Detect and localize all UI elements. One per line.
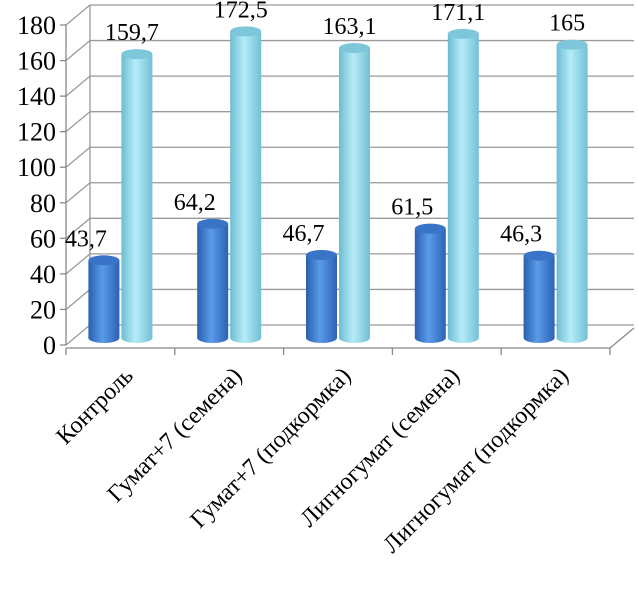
y-tick-label: 20 [30, 295, 56, 324]
bar [306, 249, 337, 343]
data-label: 61,5 [391, 195, 433, 221]
bar-top [556, 39, 588, 50]
bar-body [306, 254, 337, 338]
bar-top [230, 26, 262, 37]
data-label: 165 [549, 11, 585, 37]
bar-top [121, 49, 153, 60]
bar [88, 255, 120, 343]
y-tick-label: 80 [30, 189, 56, 218]
data-label: 64,2 [174, 190, 216, 216]
bar-top [447, 28, 479, 39]
bar [197, 218, 229, 343]
y-tick-label: 0 [43, 331, 56, 360]
bar-body [121, 54, 153, 338]
x-tick-label: Контроль [52, 363, 139, 450]
bar-body [447, 33, 479, 338]
bar [414, 223, 446, 343]
bar-body [197, 223, 229, 338]
bar-top [88, 255, 120, 266]
bar [523, 250, 555, 343]
bar-top [306, 249, 337, 260]
bar [230, 26, 262, 343]
bar [121, 49, 153, 343]
y-tick-label: 180 [17, 11, 56, 40]
y-tick-label: 100 [17, 153, 56, 182]
bar-body [339, 48, 370, 339]
x-tick-label: Лигногумат (подкормка) [378, 363, 573, 558]
data-label: 171,1 [431, 0, 485, 26]
bar-body [230, 31, 262, 338]
y-tick-label: 140 [17, 82, 56, 111]
y-tick-label: 120 [17, 118, 56, 147]
data-label: 46,3 [500, 222, 542, 248]
y-tick-label: 60 [30, 224, 56, 253]
y-tick-label: 160 [17, 47, 56, 76]
bar [447, 28, 479, 343]
bar-body [414, 228, 446, 338]
data-label: 159,7 [105, 20, 159, 46]
y-tick-label: 40 [30, 260, 56, 289]
bar-top [414, 223, 446, 234]
bar-top [523, 250, 555, 261]
bar-body [556, 44, 588, 339]
data-label: 172,5 [214, 0, 268, 23]
bar [556, 39, 588, 343]
data-label: 43,7 [65, 226, 107, 252]
bar [339, 43, 370, 343]
bar-body [523, 255, 555, 338]
bar-body [88, 260, 120, 338]
bar-top [339, 43, 370, 54]
data-label: 46,7 [283, 221, 325, 247]
data-label: 163,1 [323, 14, 377, 40]
bar-top [197, 218, 229, 229]
